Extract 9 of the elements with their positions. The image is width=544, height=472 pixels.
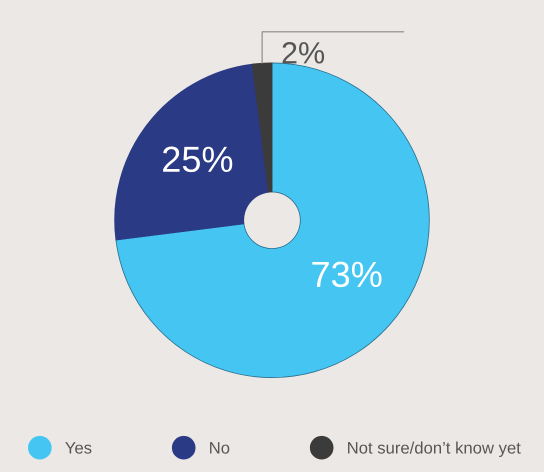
legend-label: Yes: [65, 442, 92, 454]
legend-label: Not sure/don’t know yet: [348, 441, 521, 457]
donut-slice: [252, 62, 272, 193]
donut-slice: [115, 62, 430, 378]
data-label: 25%: [163, 146, 232, 172]
donut-slice: [114, 64, 269, 240]
legend-label: No: [210, 442, 230, 454]
data-label: 73%: [312, 262, 382, 288]
data-label: 2%: [282, 42, 324, 64]
